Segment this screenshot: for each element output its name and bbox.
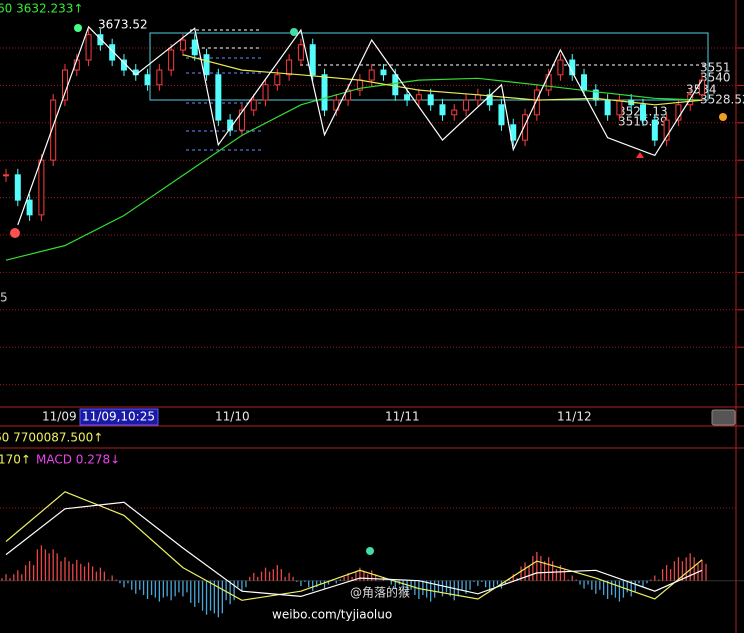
candle bbox=[168, 49, 175, 71]
candle bbox=[321, 74, 328, 111]
candle bbox=[368, 69, 375, 81]
date-label: 11/09 bbox=[42, 410, 77, 424]
ma-line bbox=[182, 54, 703, 106]
candle bbox=[345, 89, 352, 101]
cursor-date-box bbox=[79, 408, 159, 426]
candle bbox=[14, 174, 21, 201]
candle bbox=[522, 114, 529, 141]
watermark-url: weibo.com/tyjiaoluo bbox=[272, 608, 392, 622]
candle bbox=[262, 84, 269, 101]
candle bbox=[592, 89, 599, 101]
candle bbox=[533, 89, 540, 116]
candle bbox=[297, 44, 304, 61]
marks bbox=[1, 25, 707, 618]
candle bbox=[215, 74, 222, 121]
candle bbox=[651, 119, 658, 141]
candle bbox=[38, 159, 45, 216]
candle bbox=[581, 74, 588, 91]
ma-line bbox=[5, 77, 703, 261]
macd-label: MACD 0.278↓ bbox=[36, 453, 120, 467]
dif-line bbox=[5, 491, 703, 601]
side-label: 5 bbox=[0, 291, 8, 305]
candle bbox=[415, 94, 422, 101]
price-label: 3540 bbox=[700, 71, 731, 85]
candle bbox=[380, 69, 387, 76]
candle bbox=[486, 94, 493, 106]
date-label: 11/10 bbox=[215, 410, 250, 424]
candle bbox=[191, 39, 198, 56]
candle bbox=[616, 99, 623, 116]
candle bbox=[557, 59, 564, 76]
blue-levels bbox=[186, 57, 262, 151]
candle bbox=[61, 69, 68, 101]
candle bbox=[474, 94, 481, 101]
candle bbox=[286, 59, 293, 76]
candle bbox=[463, 99, 470, 111]
candle bbox=[675, 104, 682, 121]
candle bbox=[427, 94, 434, 106]
candle bbox=[238, 109, 245, 131]
candle bbox=[203, 54, 210, 76]
cursor-date: 11/09,10:25 bbox=[82, 410, 155, 424]
orange-marker bbox=[719, 113, 727, 121]
candle bbox=[156, 69, 163, 86]
candle bbox=[451, 109, 458, 116]
candle bbox=[250, 99, 257, 111]
candle bbox=[274, 74, 281, 86]
price-title: 60 3632.233↑ bbox=[0, 2, 83, 16]
candle bbox=[97, 34, 104, 46]
scroll-thumb[interactable] bbox=[711, 409, 736, 426]
candle bbox=[663, 119, 670, 141]
candle bbox=[439, 104, 446, 116]
price-label: 3528.52 bbox=[700, 93, 744, 107]
price-label: 3551 bbox=[700, 61, 731, 75]
candle bbox=[50, 99, 57, 161]
volume-label: 60 7700087.500↑ bbox=[0, 431, 103, 445]
zigzag-line bbox=[17, 25, 703, 226]
dea-line bbox=[5, 501, 703, 598]
candle bbox=[144, 74, 151, 86]
candle bbox=[404, 94, 411, 101]
peak-annotation: 3673.52 bbox=[98, 18, 148, 32]
candle bbox=[392, 74, 399, 96]
candle bbox=[179, 39, 186, 51]
arrow-marker bbox=[636, 152, 644, 158]
candle bbox=[26, 199, 33, 216]
candle bbox=[699, 79, 705, 96]
grid bbox=[0, 47, 744, 509]
low-marker bbox=[10, 228, 20, 238]
high-marker bbox=[74, 24, 82, 32]
high-marker bbox=[290, 28, 298, 36]
dif-label: 170↑ bbox=[0, 453, 31, 467]
candle bbox=[309, 44, 316, 76]
candle bbox=[640, 104, 647, 121]
macd-marker bbox=[366, 547, 374, 555]
candle bbox=[85, 34, 92, 61]
date-label: 11/12 bbox=[557, 410, 592, 424]
watermark-handle: @角落的猴 bbox=[350, 585, 410, 600]
candle bbox=[498, 104, 505, 126]
candle bbox=[3, 174, 9, 177]
candle bbox=[604, 99, 611, 116]
date-label: 11/11 bbox=[385, 410, 420, 424]
dashed-levels bbox=[190, 29, 708, 66]
candle bbox=[545, 74, 552, 91]
candle bbox=[109, 44, 116, 61]
